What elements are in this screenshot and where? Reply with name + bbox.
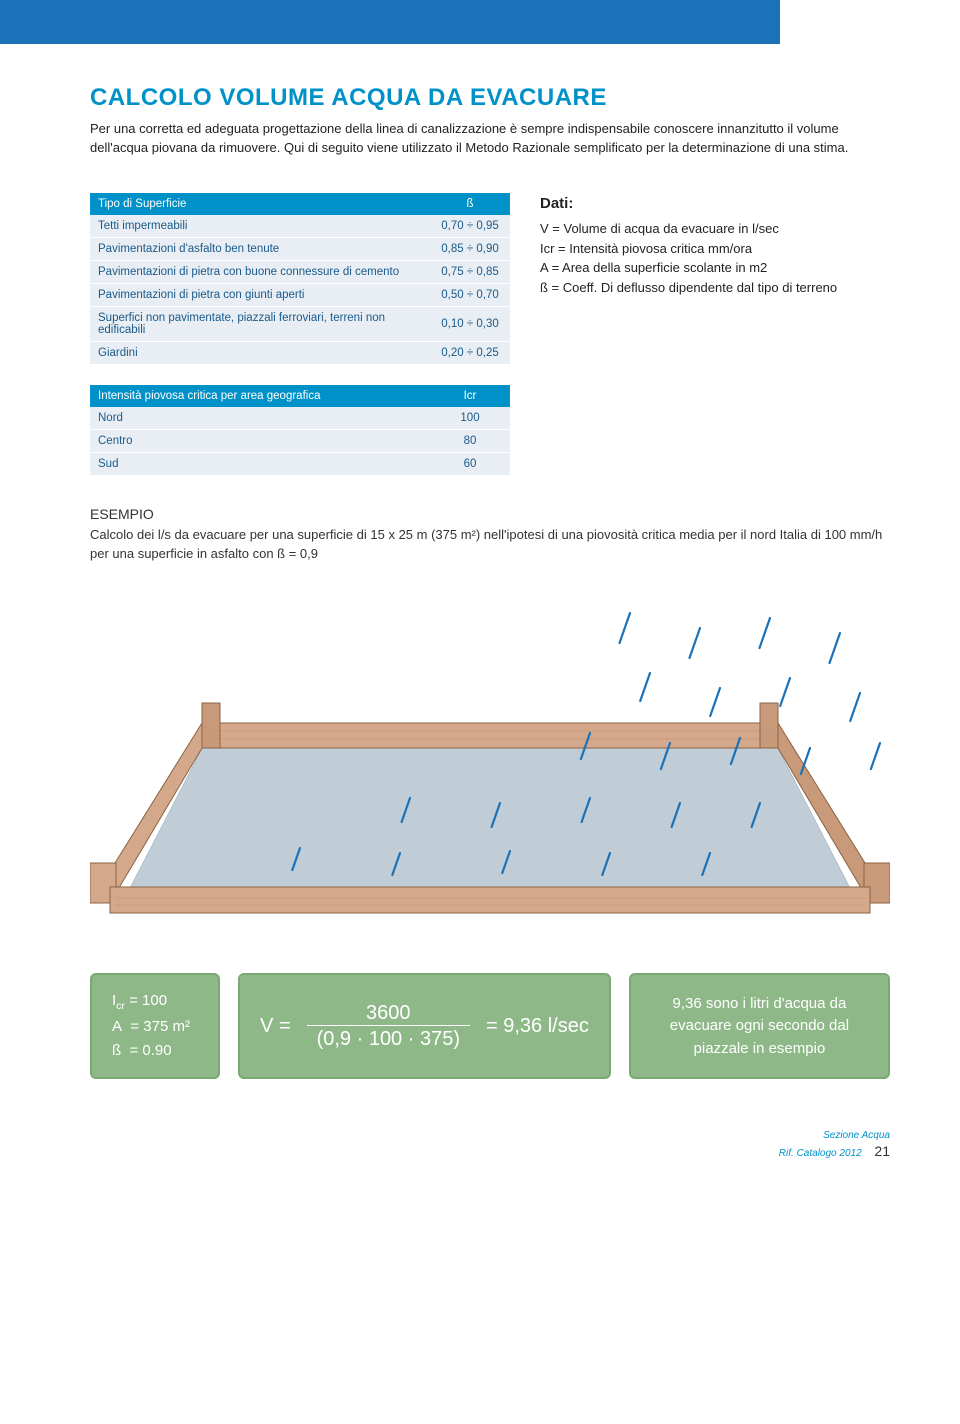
table-cell: 60 — [430, 452, 510, 475]
formula-result: 9,36 sono i litri d'acqua da evacuare og… — [629, 973, 890, 1079]
formula-result-inline: = 9,36 l/sec — [486, 1015, 589, 1038]
th-icr: Icr — [430, 385, 510, 407]
formula-main: V = 3600 (0,9 · 100 · 375) = 9,36 l/sec — [238, 973, 611, 1079]
th-beta: ß — [430, 193, 510, 215]
table-cell: Superfici non pavimentate, piazzali ferr… — [90, 306, 430, 341]
formula-numerator: 3600 — [356, 1002, 421, 1025]
dati-line: Icr = Intensità piovosa critica mm/ora — [540, 239, 890, 259]
page-title: CALCOLO VOLUME ACQUA DA EVACUARE — [90, 84, 890, 112]
roof-illustration — [90, 593, 890, 933]
table-cell: Pavimentazioni di pietra con giunti aper… — [90, 283, 430, 306]
surface-table: Tipo di Superficie ß Tetti impermeabili0… — [90, 193, 510, 365]
formula-denominator: (0,9 · 100 · 375) — [307, 1025, 470, 1051]
table-row: Tetti impermeabili0,70 ÷ 0,95 — [90, 215, 510, 238]
footer-line2: Rif. Catalogo 2012 — [779, 1148, 862, 1159]
columns: Tipo di Superficie ß Tetti impermeabili0… — [90, 193, 890, 476]
table-cell: Nord — [90, 407, 430, 430]
th-surface: Tipo di Superficie — [90, 193, 430, 215]
esempio-title: ESEMPIO — [90, 506, 890, 522]
table-row: Nord100 — [90, 407, 510, 430]
param-icr: Icr = 100 — [112, 989, 167, 1015]
table-row: Pavimentazioni di pietra con buone conne… — [90, 260, 510, 283]
table-cell: 0,70 ÷ 0,95 — [430, 215, 510, 238]
table-cell: 0,85 ÷ 0,90 — [430, 237, 510, 260]
table-cell: Pavimentazioni di pietra con buone conne… — [90, 260, 430, 283]
table-cell: 100 — [430, 407, 510, 430]
table-cell: 0,75 ÷ 0,85 — [430, 260, 510, 283]
formula-params: Icr = 100 A = 375 m² ß = 0.90 — [90, 973, 220, 1079]
table-cell: 80 — [430, 429, 510, 452]
table-row: Pavimentazioni d'asfalto ben tenute0,85 … — [90, 237, 510, 260]
param-b: ß = 0.90 — [112, 1039, 172, 1063]
formula-prefix: V = — [260, 1015, 291, 1038]
esempio-text: Calcolo dei l/s da evacuare per una supe… — [90, 526, 890, 564]
col-right: Dati: V = Volume di acqua da evacuare in… — [540, 193, 890, 476]
page-content: CALCOLO VOLUME ACQUA DA EVACUARE Per una… — [0, 44, 960, 1190]
dati-label: Dati: — [540, 193, 890, 216]
intensity-table: Intensità piovosa critica per area geogr… — [90, 385, 510, 476]
page-number: 21 — [874, 1142, 890, 1160]
table-cell: 0,10 ÷ 0,30 — [430, 306, 510, 341]
header-bar — [0, 0, 780, 44]
dati-line: V = Volume di acqua da evacuare in l/sec — [540, 219, 890, 239]
table-cell: Pavimentazioni d'asfalto ben tenute — [90, 237, 430, 260]
formula-fraction: 3600 (0,9 · 100 · 375) — [307, 1002, 470, 1051]
dati-line: ß = Coeff. Di deflusso dipendente dal ti… — [540, 278, 890, 298]
table-row: Giardini0,20 ÷ 0,25 — [90, 341, 510, 364]
intro-text: Per una corretta ed adeguata progettazio… — [90, 120, 890, 158]
th-intensity: Intensità piovosa critica per area geogr… — [90, 385, 430, 407]
table-cell: Giardini — [90, 341, 430, 364]
table-cell: Centro — [90, 429, 430, 452]
table-cell: 0,20 ÷ 0,25 — [430, 341, 510, 364]
footer: Sezione Acqua Rif. Catalogo 2012 21 — [90, 1129, 890, 1160]
table-row: Centro80 — [90, 429, 510, 452]
dati-line: A = Area della superficie scolante in m2 — [540, 258, 890, 278]
table-cell: 0,50 ÷ 0,70 — [430, 283, 510, 306]
table-cell: Tetti impermeabili — [90, 215, 430, 238]
footer-line1: Sezione Acqua — [823, 1130, 890, 1141]
table-row: Pavimentazioni di pietra con giunti aper… — [90, 283, 510, 306]
formula-row: Icr = 100 A = 375 m² ß = 0.90 V = 3600 (… — [90, 973, 890, 1079]
table-row: Superfici non pavimentate, piazzali ferr… — [90, 306, 510, 341]
param-a: A = 375 m² — [112, 1015, 190, 1039]
table-row: Sud60 — [90, 452, 510, 475]
col-left: Tipo di Superficie ß Tetti impermeabili0… — [90, 193, 510, 476]
table-cell: Sud — [90, 452, 430, 475]
